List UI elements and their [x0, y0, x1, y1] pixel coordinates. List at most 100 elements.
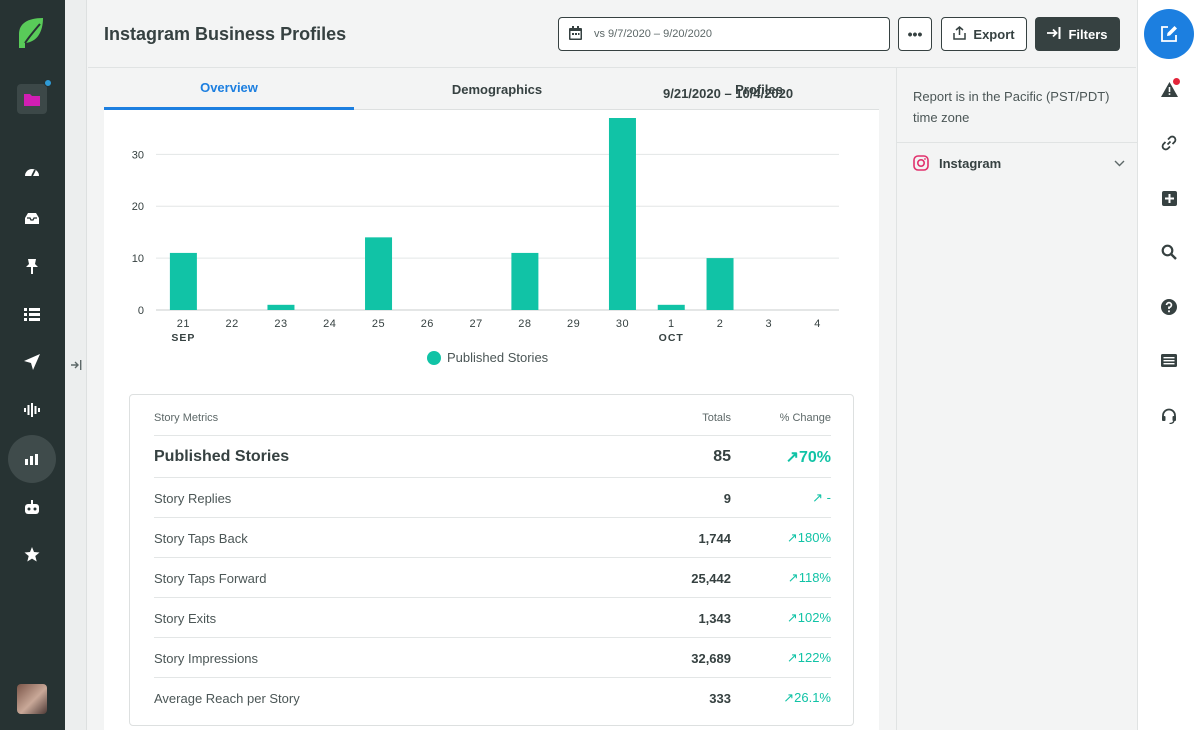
instagram-icon [913, 155, 929, 171]
dashboard-icon[interactable] [12, 151, 52, 191]
filters-label: Filters [1068, 26, 1108, 42]
trend-up-icon: ↗ [812, 490, 827, 505]
table-row: Average Reach per Story 333 ↗26.1% [154, 678, 831, 718]
x-tick-label: 21 [177, 318, 190, 330]
column-header-totals: Totals [702, 412, 731, 424]
metric-change: ↗70% [785, 449, 831, 466]
metric-total: 333 [709, 691, 731, 706]
y-tick-label: 0 [138, 305, 144, 317]
metric-change: ↗180% [786, 530, 831, 545]
x-tick-label: 1 [668, 318, 675, 330]
network-filter-instagram[interactable]: Instagram [913, 152, 1125, 174]
trend-up-icon: ↗ [786, 610, 798, 625]
x-tick-label: 23 [274, 318, 287, 330]
x-tick-label: 27 [469, 318, 482, 330]
date-range-button[interactable]: 9/21/2020 – 10/4/2020 vs 9/7/2020 – 9/20… [558, 17, 890, 101]
sprout-logo[interactable] [16, 16, 46, 50]
page-header: Instagram Business Profiles 9/21/2020 – … [88, 0, 1136, 101]
trend-up-icon: ↗ [785, 449, 799, 466]
reviews-star-icon[interactable] [12, 534, 52, 574]
bot-icon[interactable] [12, 487, 52, 527]
story-metrics-table: Story Metrics Totals % Change Published … [129, 394, 854, 726]
y-tick-label: 10 [132, 253, 144, 265]
x-tick-label: 29 [567, 318, 580, 330]
table-row: Story Impressions 32,689 ↗122% [154, 638, 831, 678]
column-header-metric: Story Metrics [154, 412, 219, 424]
bar-28 [511, 252, 539, 310]
metric-name: Story Exits [154, 611, 217, 626]
metric-name: Story Replies [154, 491, 232, 506]
trend-up-icon: ↗ [787, 570, 799, 585]
trend-up-icon: ↗ [786, 530, 798, 545]
metric-name: Story Taps Forward [154, 571, 267, 586]
timezone-note: Report is in the Pacific (PST/PDT) time … [913, 89, 1110, 125]
pin-icon[interactable] [12, 246, 52, 286]
export-icon [953, 25, 967, 43]
metric-total: 25,442 [691, 571, 731, 586]
trend-up-icon: ↗ [783, 690, 795, 705]
comparison-range-text: vs 9/7/2020 – 9/20/2020 [594, 28, 713, 40]
expand-nav-icon[interactable] [67, 356, 85, 374]
divider [897, 142, 1137, 143]
metric-name: Story Taps Back [154, 531, 248, 546]
calendar-icon [569, 25, 582, 43]
metric-total: 1,343 [698, 611, 731, 626]
link-icon[interactable] [1157, 131, 1181, 155]
tab-demographics[interactable]: Demographics [451, 81, 543, 97]
support-headset-icon[interactable] [1157, 404, 1181, 428]
export-button[interactable]: Export [941, 17, 1027, 51]
table-row: Story Exits 1,343 ↗102% [154, 598, 831, 638]
bar-21 [169, 252, 197, 310]
metric-change: ↗102% [786, 610, 831, 625]
metric-change: ↗118% [787, 570, 831, 585]
x-tick-label: 30 [616, 318, 629, 330]
bar-30 [608, 118, 636, 310]
add-icon[interactable] [1157, 186, 1181, 210]
metric-name: Published Stories [154, 448, 290, 465]
compose-icon [1161, 26, 1177, 42]
x-tick-label: 28 [518, 318, 531, 330]
legend-swatch [427, 351, 441, 365]
month-label: SEP [171, 332, 195, 344]
metric-change: ↗122% [786, 650, 831, 665]
tab-profiles[interactable]: Profiles [735, 81, 783, 97]
bar-1 [657, 304, 685, 310]
page-title: Instagram Business Profiles [104, 24, 347, 44]
inbox-icon[interactable] [12, 198, 52, 238]
right-rail [1137, 0, 1200, 730]
alerts-icon[interactable] [1157, 77, 1181, 101]
search-icon[interactable] [1157, 240, 1181, 264]
listening-icon[interactable] [12, 390, 52, 430]
x-tick-label: 2 [717, 318, 724, 330]
overview-card: 0 10 20 30 21 22 23 24 25 26 27 28 29 30 1 2 3 4 SEP OCT Pub… [104, 110, 879, 730]
x-tick-label: 22 [226, 318, 239, 330]
chevron-down-icon[interactable] [1114, 155, 1125, 170]
folder-icon[interactable] [17, 79, 52, 114]
x-tick-label: 26 [421, 318, 434, 330]
x-tick-label: 24 [323, 318, 336, 330]
trend-up-icon: ↗ [786, 650, 798, 665]
help-icon[interactable] [1157, 295, 1181, 319]
x-tick-label: 4 [814, 318, 821, 330]
table-row: Story Taps Forward 25,442 ↗118% [154, 558, 831, 598]
feed-icon[interactable] [1157, 348, 1181, 372]
list-icon[interactable] [12, 294, 52, 334]
metric-total: 9 [723, 491, 731, 506]
compose-button[interactable] [1144, 9, 1194, 59]
tab-overview[interactable]: Overview [104, 68, 354, 110]
x-tick-label: 3 [766, 318, 773, 330]
month-label: OCT [659, 332, 684, 344]
reports-icon[interactable] [8, 435, 56, 483]
bar-23 [267, 304, 295, 310]
filters-button[interactable]: Filters [1035, 17, 1120, 51]
bar-2 [706, 258, 734, 310]
y-tick-label: 20 [132, 201, 144, 213]
send-icon[interactable] [12, 342, 52, 382]
metric-name: Average Reach per Story [154, 691, 300, 706]
metric-total: 32,689 [691, 651, 731, 666]
date-range-text: 9/21/2020 – 10/4/2020 [663, 86, 794, 101]
x-tick-label: 25 [372, 318, 385, 330]
y-tick-label: 30 [132, 149, 144, 161]
avatar[interactable] [17, 684, 47, 714]
more-options-button[interactable]: ••• [898, 17, 932, 51]
